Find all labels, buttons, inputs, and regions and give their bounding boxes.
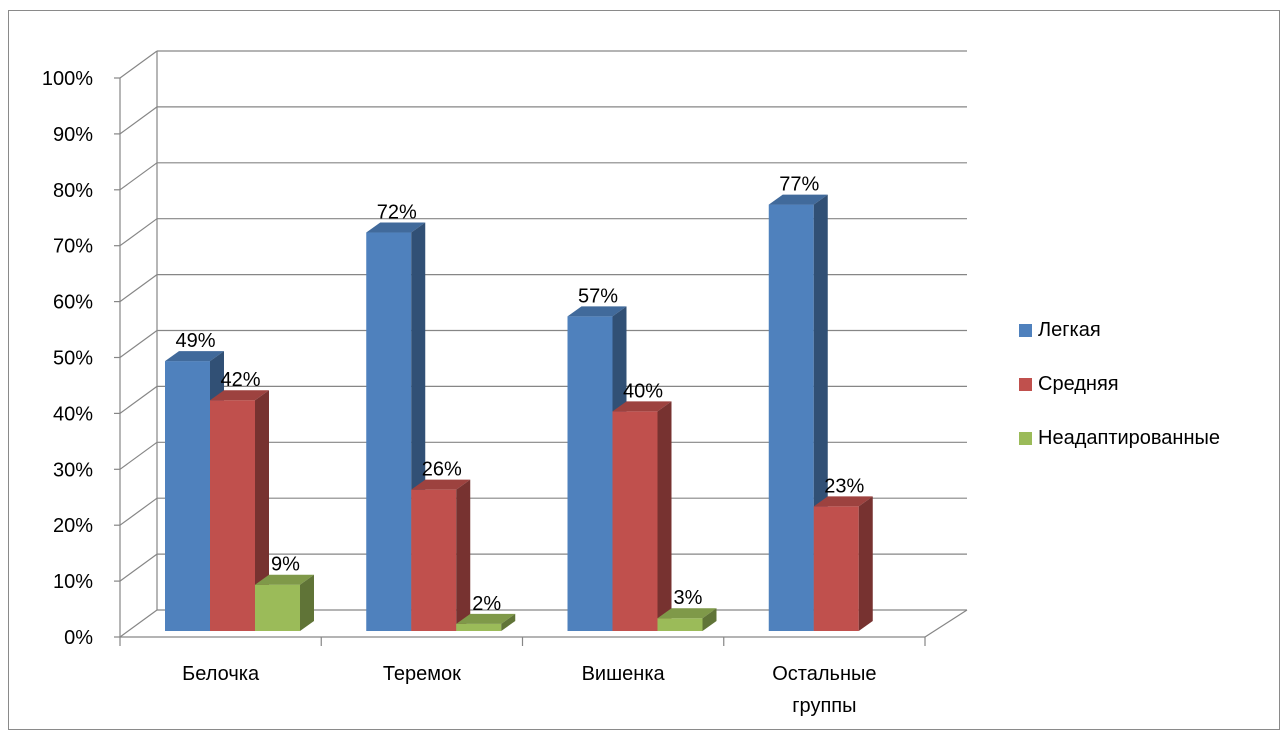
category-label-3: Остальные группы: [772, 663, 876, 717]
y-tick-label: 100%: [42, 68, 93, 90]
gridline-depth: [119, 441, 158, 470]
y-tick-label: 10%: [53, 571, 93, 593]
gridline-depth: [119, 218, 158, 247]
bar-0-1: [366, 232, 412, 631]
category-label-0: Белочка: [182, 663, 260, 685]
gridline-depth: [119, 50, 158, 79]
gridline-depth: [119, 385, 158, 414]
bar-top-0-2: [567, 306, 627, 317]
bar-1-3: [813, 506, 859, 631]
gridline-depth: [119, 330, 158, 358]
y-tick-label: 0%: [64, 627, 93, 649]
bar-top-1-0: [210, 390, 269, 401]
legend-item-series-2: Неадаптированные: [1019, 424, 1220, 452]
data-label-0-2: 57%: [578, 285, 618, 307]
bar-top-1-1: [411, 479, 471, 490]
y-tick-label: 30%: [53, 459, 93, 481]
data-label-0-1: 72%: [377, 202, 417, 224]
legend-label-series-0: Легкая: [1038, 318, 1101, 341]
gridline-depth: [119, 106, 158, 135]
bar-2-0: [255, 584, 300, 631]
bar-side-1-2: [657, 401, 672, 631]
bar-top-0-0: [165, 351, 224, 362]
data-label-0-3: 77%: [779, 174, 819, 196]
bar-side-2-1: [501, 613, 516, 631]
y-tick-label: 60%: [53, 292, 93, 314]
y-tick-label: 40%: [53, 403, 93, 425]
gridline-depth: [119, 162, 158, 191]
bar-side-2-2: [702, 608, 717, 631]
bar-0-3: [768, 204, 814, 631]
data-label-1-2: 40%: [623, 380, 663, 402]
gridline-depth: [119, 553, 158, 582]
bar-top-2-1: [456, 613, 516, 624]
y-tick-label: 20%: [53, 515, 93, 537]
legend-swatch-series-2: [1019, 431, 1032, 445]
data-label-0-0: 49%: [175, 330, 215, 352]
legend-item-series-0: Легкая: [1019, 316, 1220, 344]
legend-item-series-1: Средняя: [1019, 370, 1220, 398]
bar-top-2-0: [255, 574, 314, 585]
y-tick-label: 70%: [53, 236, 93, 258]
legend: Легкая Средняя Неадаптированные: [1019, 316, 1220, 478]
gridline-depth: [119, 609, 158, 638]
gridline-depth: [119, 274, 158, 303]
bar-1-2: [612, 411, 658, 631]
legend-swatch-series-0: [1019, 323, 1032, 337]
data-label-2-2: 3%: [674, 587, 703, 609]
bar-side-1-3: [858, 496, 873, 631]
bar-side-1-1: [456, 479, 471, 631]
gridline-depth: [119, 497, 158, 526]
bar-side-1-0: [255, 390, 269, 631]
y-tick-label: 80%: [53, 180, 93, 202]
data-label-1-1: 26%: [422, 459, 462, 481]
y-tick-label: 90%: [53, 124, 93, 146]
bar-top-0-1: [366, 222, 426, 233]
bar-top-2-2: [657, 608, 717, 619]
legend-label-series-2: Неадаптированные: [1038, 426, 1221, 449]
bar-0-2: [567, 316, 613, 631]
bar-top-1-2: [612, 401, 672, 412]
bar-0-0: [165, 361, 210, 631]
bar-1-1: [411, 489, 457, 631]
category-label-2: Вишенка: [582, 663, 666, 685]
bar-2-1: [456, 623, 502, 631]
legend-label-series-1: Средняя: [1038, 372, 1119, 395]
data-label-2-1: 2%: [472, 593, 501, 615]
legend-swatch-series-1: [1019, 377, 1032, 391]
category-label-1: Теремок: [383, 663, 461, 685]
bar-1-0: [210, 400, 255, 631]
bar-side-2-0: [300, 574, 314, 631]
bar-top-1-3: [813, 496, 873, 507]
data-label-2-0: 9%: [271, 554, 300, 576]
y-tick-label: 50%: [53, 348, 93, 370]
data-label-1-0: 42%: [220, 369, 260, 391]
bar-top-0-3: [768, 194, 828, 205]
data-label-1-3: 23%: [824, 475, 864, 497]
floor-right-edge: [924, 609, 968, 638]
bar-2-2: [657, 618, 703, 631]
